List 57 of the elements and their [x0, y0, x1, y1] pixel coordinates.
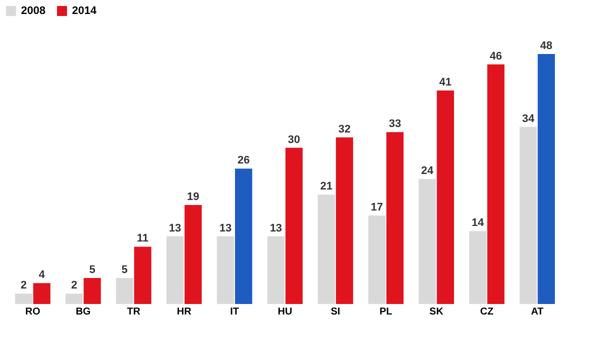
- bar: [285, 148, 303, 304]
- data-label: 48: [540, 40, 552, 52]
- x-tick-label: IT: [230, 306, 239, 318]
- x-tick-label: AT: [530, 306, 544, 318]
- bar: [66, 294, 83, 304]
- data-label: 13: [168, 222, 182, 234]
- data-label: 5: [122, 264, 128, 276]
- data-label: 4: [38, 269, 46, 282]
- bar: [318, 194, 335, 304]
- bar: [538, 54, 555, 304]
- data-label: 2: [20, 280, 27, 292]
- bar: [134, 246, 152, 304]
- x-tick-label: HU: [278, 306, 292, 318]
- data-label: 26: [237, 154, 250, 167]
- legend-label: 2014: [72, 5, 98, 17]
- legend-label: 2008: [21, 5, 46, 17]
- bar: [436, 90, 454, 304]
- data-label: 34: [522, 112, 536, 125]
- bar: [336, 137, 354, 304]
- x-tick-label: RO: [25, 306, 40, 318]
- data-label: 21: [320, 180, 333, 193]
- bar: [184, 205, 202, 304]
- data-label: 13: [270, 222, 282, 234]
- bar: [116, 278, 134, 304]
- bar: [235, 168, 252, 304]
- bar: [216, 236, 234, 304]
- data-label: 5: [89, 264, 96, 276]
- x-tick-label: SK: [429, 306, 444, 318]
- x-tick-label: TR: [126, 306, 142, 318]
- data-label: 24: [421, 165, 434, 177]
- x-tick-label: BG: [76, 306, 91, 318]
- data-label: 30: [288, 134, 300, 146]
- x-tick-label: SI: [330, 306, 340, 318]
- x-tick-label: CZ: [480, 306, 494, 318]
- data-label: 19: [187, 191, 200, 204]
- data-label: 41: [439, 76, 452, 88]
- bar: [418, 179, 436, 304]
- bar: [33, 283, 50, 304]
- data-label: 13: [219, 222, 232, 234]
- data-label: 46: [490, 50, 502, 62]
- bar: [166, 236, 184, 304]
- bar: [469, 231, 486, 304]
- x-tick-label: HR: [176, 306, 192, 318]
- bar: [15, 294, 32, 304]
- bar: [487, 64, 504, 304]
- data-label: 17: [370, 201, 383, 214]
- bar: [520, 126, 537, 304]
- bar: [386, 132, 404, 304]
- bar: [368, 215, 386, 304]
- bar: [84, 278, 101, 304]
- data-label: 33: [388, 118, 402, 130]
- x-tick-label: PL: [380, 306, 392, 318]
- data-label: 2: [71, 280, 78, 292]
- data-label: 32: [338, 123, 351, 136]
- data-label: 14: [472, 217, 485, 230]
- data-label: 11: [136, 232, 149, 245]
- bar: [267, 236, 285, 304]
